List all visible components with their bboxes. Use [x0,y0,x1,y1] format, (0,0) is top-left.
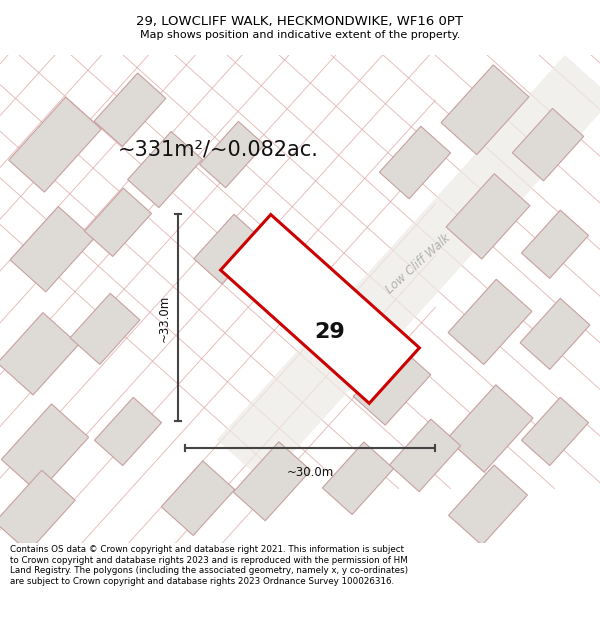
Polygon shape [200,121,265,188]
Polygon shape [10,207,94,292]
Polygon shape [389,419,461,492]
Polygon shape [85,188,152,256]
Polygon shape [9,97,101,192]
Polygon shape [448,279,532,364]
Polygon shape [379,126,451,199]
Polygon shape [446,174,530,259]
Text: Map shows position and indicative extent of the property.: Map shows position and indicative extent… [140,29,460,39]
Polygon shape [322,442,394,514]
Polygon shape [353,346,431,425]
Text: Contains OS data © Crown copyright and database right 2021. This information is : Contains OS data © Crown copyright and d… [10,546,409,586]
Polygon shape [1,404,89,492]
Polygon shape [512,108,584,181]
Polygon shape [0,312,79,395]
Polygon shape [194,214,262,284]
Text: 29, LOWCLIFF WALK, HECKMONDWIKE, WF16 0PT: 29, LOWCLIFF WALK, HECKMONDWIKE, WF16 0P… [137,16,464,28]
Polygon shape [70,293,140,364]
Text: ~33.0m: ~33.0m [157,294,170,341]
Polygon shape [521,398,589,466]
Text: Low Cliff Walk: Low Cliff Walk [383,232,453,296]
Polygon shape [94,398,161,466]
Polygon shape [447,385,533,472]
Text: ~30.0m: ~30.0m [286,466,334,479]
Polygon shape [161,461,235,536]
Polygon shape [0,470,75,552]
Polygon shape [94,73,166,146]
Polygon shape [217,55,600,483]
Polygon shape [128,131,202,208]
Text: 29: 29 [314,322,346,342]
Polygon shape [521,210,589,278]
Polygon shape [449,465,527,546]
Polygon shape [233,442,311,521]
Polygon shape [441,65,529,154]
Text: ~331m²/~0.082ac.: ~331m²/~0.082ac. [118,139,319,159]
Polygon shape [520,298,590,369]
Polygon shape [221,214,419,403]
